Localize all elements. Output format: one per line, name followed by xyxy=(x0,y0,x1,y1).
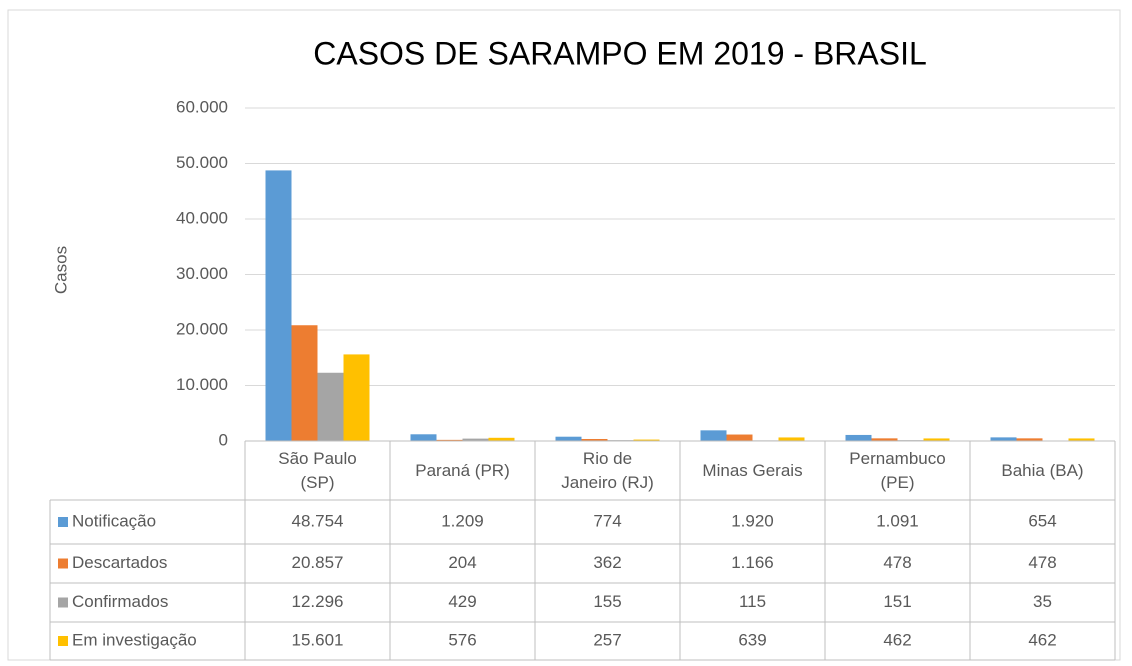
y-tick-label: 20.000 xyxy=(176,319,228,338)
table-value: 639 xyxy=(738,630,766,649)
x-tick-label: Minas Gerais xyxy=(702,460,803,480)
bar xyxy=(1068,438,1095,441)
category-cell: Pernambuco (PE) xyxy=(849,448,946,492)
bar xyxy=(871,438,898,441)
bar xyxy=(555,436,582,441)
x-tick-label: Paraná (PR) xyxy=(415,460,510,480)
bar xyxy=(488,437,515,441)
table-value: 462 xyxy=(883,630,911,649)
bar xyxy=(436,439,463,441)
y-tick-label: 0 xyxy=(219,430,228,449)
table-value: 478 xyxy=(1028,553,1056,572)
bar xyxy=(990,437,1017,441)
y-tick-label: 10.000 xyxy=(176,375,228,394)
chart-border xyxy=(7,9,1121,661)
bar xyxy=(778,437,805,441)
bar xyxy=(845,434,872,441)
category-cell: Bahia (BA) xyxy=(1001,460,1084,480)
x-tick-label: Rio de Janeiro (RJ) xyxy=(561,448,654,492)
x-tick-label: Bahia (BA) xyxy=(1001,460,1084,480)
legend-label: Notificação xyxy=(72,511,156,530)
table-value: 204 xyxy=(448,553,476,572)
legend-key xyxy=(58,636,68,646)
bar xyxy=(700,430,727,441)
legend-key xyxy=(58,558,68,569)
table-value: 1.920 xyxy=(731,511,774,530)
x-tick-label: Pernambuco (PE) xyxy=(849,448,946,492)
table-value: 362 xyxy=(593,553,621,572)
table-value: 1.166 xyxy=(731,553,774,572)
table-value: 654 xyxy=(1028,511,1056,530)
bar xyxy=(265,170,292,442)
table-value: 48.754 xyxy=(292,511,344,530)
category-cell: Rio de Janeiro (RJ) xyxy=(561,448,654,492)
category-cell: São Paulo (SP) xyxy=(278,448,357,492)
legend-key xyxy=(58,517,68,527)
table-value: 1.091 xyxy=(876,511,919,530)
bar xyxy=(317,372,344,441)
y-tick-label: 30.000 xyxy=(176,264,228,283)
table-value: 151 xyxy=(883,592,911,611)
legend-label: Descartados xyxy=(72,553,167,572)
bar xyxy=(726,434,753,441)
y-tick-label: 50.000 xyxy=(176,153,228,172)
y-axis-label: Casos xyxy=(51,246,70,294)
table-value: 20.857 xyxy=(292,553,344,572)
bar xyxy=(581,438,608,441)
bar xyxy=(410,434,437,441)
bar xyxy=(633,439,660,441)
bar xyxy=(923,438,950,441)
legend-label: Confirmados xyxy=(72,592,168,611)
table-value: 35 xyxy=(1033,592,1052,611)
bar xyxy=(291,325,318,441)
y-tick-label: 60.000 xyxy=(176,97,228,116)
table-value: 15.601 xyxy=(292,630,344,649)
bar xyxy=(343,354,370,441)
table-value: 576 xyxy=(448,630,476,649)
table-value: 429 xyxy=(448,592,476,611)
legend-label: Em investigação xyxy=(72,630,197,649)
table-value: 12.296 xyxy=(292,592,344,611)
bar xyxy=(462,438,489,441)
table-value: 462 xyxy=(1028,630,1056,649)
bar xyxy=(1016,438,1043,441)
y-tick-label: 40.000 xyxy=(176,208,228,227)
table-value: 1.209 xyxy=(441,511,484,530)
legend-key xyxy=(58,597,68,608)
table-value: 257 xyxy=(593,630,621,649)
table-value: 155 xyxy=(593,592,621,611)
chart-title: CASOS DE SARAMPO EM 2019 - BRASIL xyxy=(313,35,927,71)
category-cell: Paraná (PR) xyxy=(415,460,510,480)
table-value: 115 xyxy=(739,592,766,611)
table-value: 478 xyxy=(883,553,911,572)
x-tick-label: São Paulo (SP) xyxy=(278,448,357,492)
category-cell: Minas Gerais xyxy=(702,460,803,480)
table-value: 774 xyxy=(593,511,621,530)
